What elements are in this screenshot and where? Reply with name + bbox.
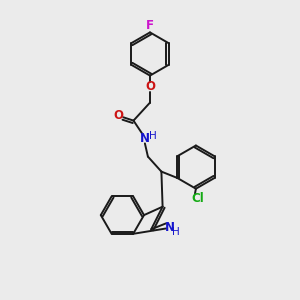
Text: O: O [113,109,123,122]
Text: H: H [172,227,180,237]
Text: H: H [149,131,157,141]
Text: O: O [145,80,155,94]
Text: N: N [140,132,150,145]
Text: F: F [146,19,154,32]
Text: Cl: Cl [191,192,204,205]
Text: N: N [164,220,175,233]
